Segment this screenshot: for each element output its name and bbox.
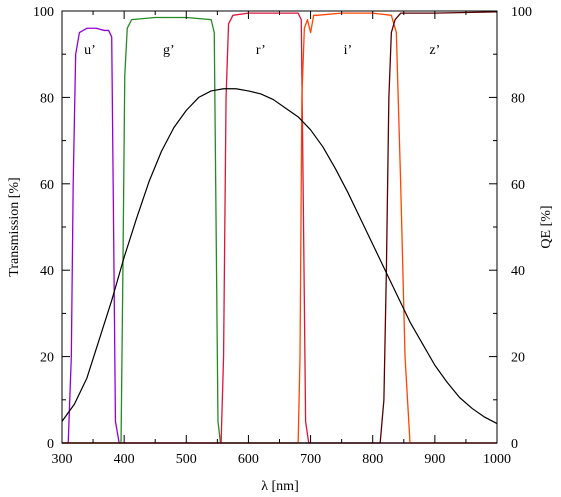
tick-layer: 300 400 500 600 700 800 900 1000020406080100020… — [33, 5, 532, 467]
x-tick-label: 800 — [362, 452, 383, 467]
y2-tick-label: 0 — [511, 437, 518, 452]
x-tick-label: 400 — [114, 452, 135, 467]
x-tick-label: 1000 — [483, 452, 511, 467]
y2-tick-label: 60 — [511, 178, 525, 193]
plot-frame — [61, 10, 498, 444]
series-line-1 — [62, 16, 497, 444]
series-line-2 — [62, 12, 497, 444]
x-tick-label: 600 — [238, 452, 259, 467]
band-label: u’ — [84, 43, 96, 58]
y-tick-label: 80 — [40, 91, 54, 106]
y-tick-label: 60 — [40, 178, 54, 193]
x-tick-label: 300 — [52, 452, 73, 467]
series-line-4 — [62, 11, 498, 444]
series-line-0 — [62, 27, 497, 444]
series-line-3 — [62, 12, 497, 444]
x-tick-label: 500 — [176, 452, 197, 467]
band-label: r’ — [256, 43, 266, 58]
y-tick-label: 100 — [33, 5, 54, 20]
band-label: i’ — [344, 43, 353, 58]
series-line-5 — [61, 88, 498, 425]
y2-tick-label: 40 — [511, 264, 525, 279]
band-label: z’ — [429, 43, 440, 58]
y2-tick-label: 100 — [511, 5, 532, 20]
frame-layer — [61, 10, 498, 444]
y-axis-left-label: Transmission [%] — [7, 177, 22, 276]
y-tick-label: 20 — [40, 351, 54, 366]
x-axis-label: λ [nm] — [261, 479, 299, 494]
band-label: g’ — [163, 43, 175, 58]
y2-tick-label: 20 — [511, 351, 525, 366]
y-axis-right-label: QE [%] — [539, 205, 554, 248]
series-layer — [61, 11, 498, 444]
x-tick-label: 900 — [424, 452, 445, 467]
y2-tick-label: 80 — [511, 91, 525, 106]
y-tick-label: 0 — [47, 437, 54, 452]
x-tick-label: 700 — [300, 452, 321, 467]
y-tick-label: 40 — [40, 264, 54, 279]
band-label-layer: u’ g’ r’ i’ z’ — [84, 43, 440, 58]
